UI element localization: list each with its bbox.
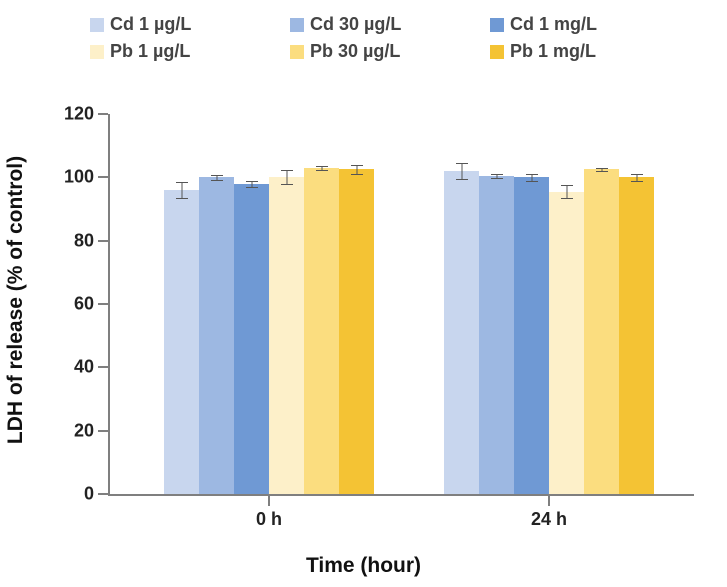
legend-item-pb1m: Pb 1 mg/L (490, 41, 690, 62)
legend-swatch-pb1m-icon (490, 45, 504, 59)
error-cap-top (526, 174, 538, 175)
plot-area: 0204060801001200 h24 h (108, 114, 694, 496)
y-axis-title: LDH of release (% of control) (4, 156, 28, 444)
error-cap-top (596, 168, 608, 169)
y-tick (98, 113, 108, 115)
bar-cd30 (479, 176, 514, 494)
error-cap-bottom (211, 180, 223, 181)
bar-pb1m (619, 177, 654, 494)
x-tick (548, 496, 550, 506)
error-cap-bottom (176, 198, 188, 199)
x-tick-label: 24 h (531, 509, 567, 530)
legend-item-cd1: Cd 1 µg/L (90, 14, 290, 35)
error-bar (181, 182, 182, 198)
legend-item-cd1m: Cd 1 mg/L (490, 14, 690, 35)
bar-cd1 (164, 190, 199, 494)
bar-cd1 (444, 171, 479, 494)
legend-label-cd1m: Cd 1 mg/L (510, 14, 597, 35)
error-cap-bottom (351, 174, 363, 175)
chart-container: { "chart": { "type": "bar", "y_axis": { … (0, 0, 727, 587)
error-bar (531, 174, 532, 182)
legend-label-pb30: Pb 30 µg/L (310, 41, 400, 62)
legend-label-pb1m: Pb 1 mg/L (510, 41, 596, 62)
legend-swatch-cd1m-icon (490, 18, 504, 32)
error-cap-bottom (246, 187, 258, 188)
legend-item-pb30: Pb 30 µg/L (290, 41, 490, 62)
error-bar (461, 163, 462, 179)
error-cap-bottom (596, 171, 608, 172)
error-cap-top (351, 165, 363, 166)
y-tick (98, 240, 108, 242)
y-tick-label: 60 (46, 294, 94, 315)
error-bar (286, 170, 287, 184)
error-cap-top (281, 170, 293, 171)
legend-label-pb1: Pb 1 µg/L (110, 41, 190, 62)
y-tick-label: 20 (46, 420, 94, 441)
error-cap-bottom (456, 179, 468, 180)
bar-pb1m (339, 169, 374, 494)
bar-pb1 (549, 192, 584, 494)
bar-group (444, 169, 654, 494)
error-cap-top (176, 182, 188, 183)
legend-swatch-cd1-icon (90, 18, 104, 32)
y-tick-label: 80 (46, 230, 94, 251)
error-cap-bottom (316, 170, 328, 171)
error-cap-top (491, 174, 503, 175)
error-cap-bottom (526, 181, 538, 182)
bar-cd1m (514, 177, 549, 494)
legend: Cd 1 µg/L Cd 30 µg/L Cd 1 mg/L Pb 1 µg/L Pb … (90, 14, 690, 62)
legend-label-cd1: Cd 1 µg/L (110, 14, 191, 35)
error-cap-top (246, 181, 258, 182)
bar-cd1m (234, 184, 269, 494)
y-tick (98, 366, 108, 368)
bar-pb1 (269, 177, 304, 494)
error-bar (636, 174, 637, 182)
bar-group (164, 168, 374, 494)
x-tick (268, 496, 270, 506)
error-cap-bottom (631, 181, 643, 182)
y-tick-label: 40 (46, 357, 94, 378)
bar-cd30 (199, 177, 234, 494)
error-bar (356, 165, 357, 173)
error-cap-top (316, 166, 328, 167)
y-tick (98, 493, 108, 495)
legend-swatch-pb30-icon (290, 45, 304, 59)
legend-item-cd30: Cd 30 µg/L (290, 14, 490, 35)
y-tick (98, 303, 108, 305)
error-cap-top (561, 185, 573, 186)
y-tick-label: 100 (46, 167, 94, 188)
x-axis-title: Time (hour) (0, 554, 727, 578)
x-tick-label: 0 h (256, 509, 282, 530)
y-tick (98, 430, 108, 432)
y-tick-label: 0 (46, 484, 94, 505)
error-cap-top (211, 175, 223, 176)
error-cap-bottom (561, 198, 573, 199)
legend-swatch-pb1-icon (90, 45, 104, 59)
error-cap-top (631, 174, 643, 175)
legend-swatch-cd30-icon (290, 18, 304, 32)
error-cap-bottom (491, 178, 503, 179)
legend-item-pb1: Pb 1 µg/L (90, 41, 290, 62)
y-tick-label: 120 (46, 104, 94, 125)
y-tick (98, 176, 108, 178)
error-bar (566, 185, 567, 198)
error-cap-top (456, 163, 468, 164)
legend-label-cd30: Cd 30 µg/L (310, 14, 401, 35)
bar-pb30 (304, 168, 339, 494)
bar-pb30 (584, 169, 619, 494)
error-cap-bottom (281, 184, 293, 185)
